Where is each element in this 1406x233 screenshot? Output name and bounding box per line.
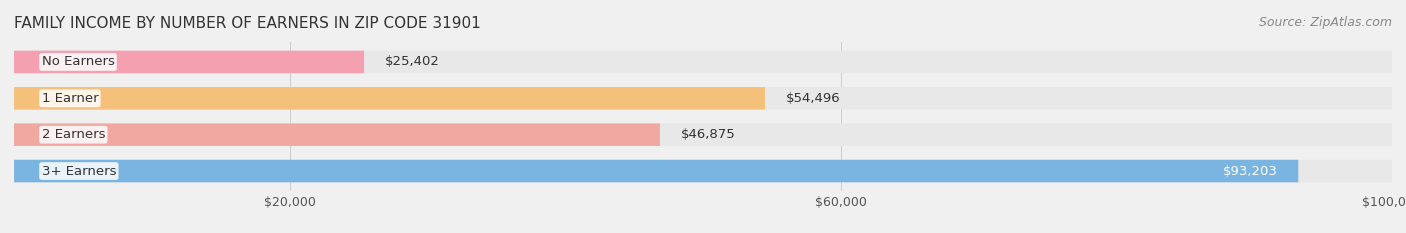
Text: $93,203: $93,203 [1223, 164, 1278, 178]
FancyBboxPatch shape [14, 87, 1392, 110]
Text: $25,402: $25,402 [385, 55, 440, 69]
Text: FAMILY INCOME BY NUMBER OF EARNERS IN ZIP CODE 31901: FAMILY INCOME BY NUMBER OF EARNERS IN ZI… [14, 16, 481, 31]
Text: Source: ZipAtlas.com: Source: ZipAtlas.com [1258, 16, 1392, 29]
FancyBboxPatch shape [14, 51, 1392, 73]
Text: No Earners: No Earners [42, 55, 114, 69]
FancyBboxPatch shape [14, 123, 659, 146]
FancyBboxPatch shape [14, 123, 1392, 146]
Text: $46,875: $46,875 [681, 128, 735, 141]
FancyBboxPatch shape [14, 51, 364, 73]
Text: 2 Earners: 2 Earners [42, 128, 105, 141]
FancyBboxPatch shape [14, 160, 1392, 182]
Text: 3+ Earners: 3+ Earners [42, 164, 117, 178]
FancyBboxPatch shape [14, 160, 1298, 182]
FancyBboxPatch shape [14, 87, 765, 110]
Text: 1 Earner: 1 Earner [42, 92, 98, 105]
Text: $54,496: $54,496 [786, 92, 841, 105]
